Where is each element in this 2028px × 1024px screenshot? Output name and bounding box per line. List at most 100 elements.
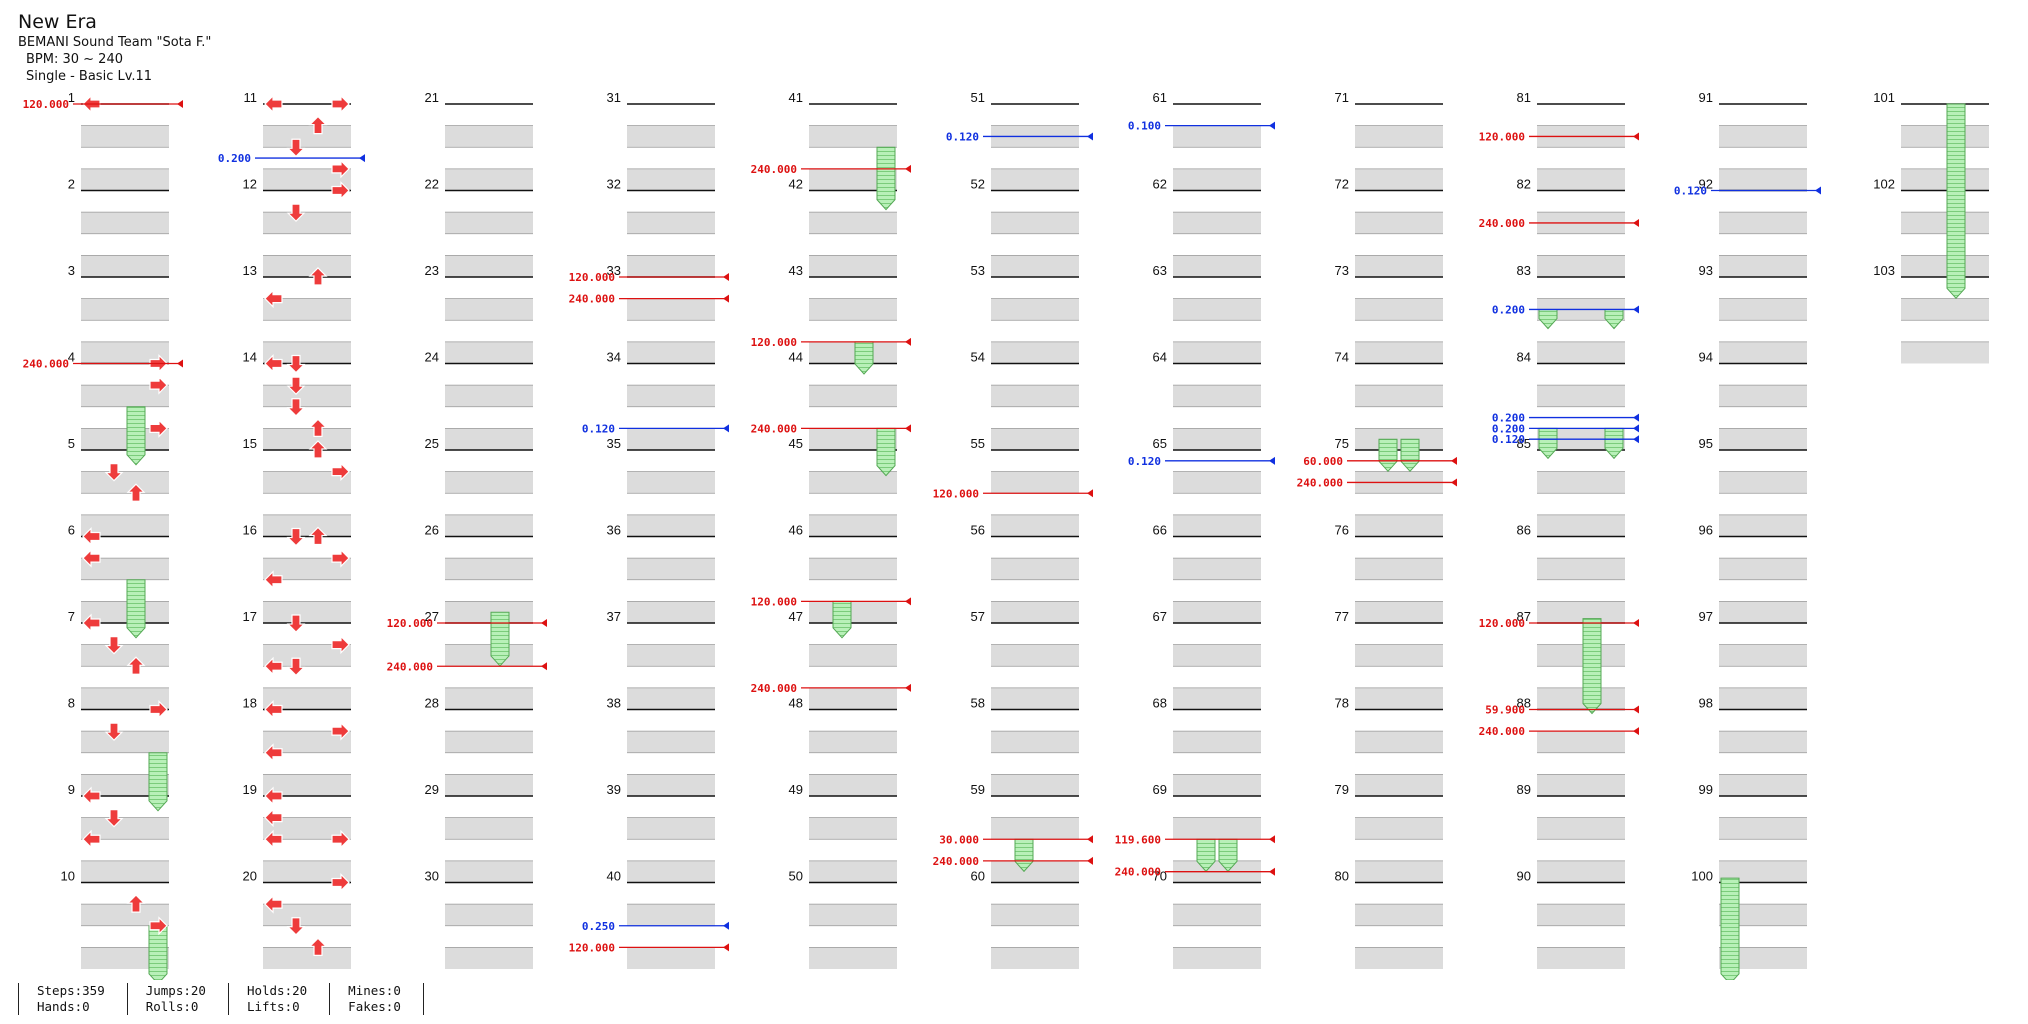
measure: 22 [425,177,533,277]
beat-shade [445,774,533,796]
measure-number: 54 [971,350,985,365]
beat-shade [1537,168,1625,191]
measure-number: 44 [789,350,803,365]
bpm-change-label: 120.000 [751,336,797,349]
measure-number: 21 [425,90,439,105]
measure-number: 13 [243,263,257,278]
bpm-change-label: 240.000 [1297,476,1343,489]
measure-number: 100 [1691,869,1713,884]
beat-shade [1173,514,1261,537]
beat-shade [445,168,533,191]
measure: 10 [61,869,169,969]
bpm-change-label: 240.000 [1479,217,1525,230]
stats-col-holds: Holds:20 Lifts:0 [227,983,329,1015]
measure: 53 [971,263,1079,364]
stop-tick [1269,456,1275,465]
step-arrow [126,894,146,913]
beat-shade [1901,341,1989,364]
step-arrow [331,159,350,179]
measure-column: 41 42 43 44 45 46 47 48 49 50 [789,90,897,969]
step-arrow [149,916,168,936]
bpm-change: 120.000 [1479,130,1639,143]
measure: 55 [971,436,1079,537]
stop-tick [1269,121,1275,130]
beat-shade [991,385,1079,407]
stop-label: 0.200 [1492,422,1525,435]
measure: 96 [1699,523,1807,623]
measure: 57 [971,609,1079,710]
beat-shade [627,168,715,191]
beat-shade [263,298,351,321]
measure-number: 53 [971,263,985,278]
bpm-change-tick [1087,835,1093,844]
hold-note [1604,308,1624,330]
beat-shade [991,687,1079,710]
measure: 18 [243,696,351,796]
measure-number: 30 [425,869,439,884]
hold-note [876,427,896,477]
beat-shade [263,212,351,234]
measure-column: 101 102 103 [1873,90,1989,364]
beat-shade [627,212,715,234]
measure-number: 22 [425,177,439,192]
step-arrow [126,656,146,675]
stop-label: 0.100 [1128,120,1161,133]
stop-tick [1633,435,1639,444]
measure: 11 [244,90,351,191]
hold-note [126,406,146,466]
measure-number: 1 [68,90,75,105]
bpm-change-label: 240.000 [387,660,433,673]
bpm-change-label: 240.000 [751,682,797,695]
step-chart: 1234567891011121314151617181920212223242… [23,90,1989,980]
measure-number: 43 [789,263,803,278]
bpm-change-tick [723,294,729,303]
step-arrow [126,483,146,502]
hold-note [1604,427,1624,460]
bpm-change-tick [1633,619,1639,627]
beat-shade [809,212,897,234]
beat-shade [1355,601,1443,623]
step-arrow [264,656,283,676]
beat-shade [627,558,715,580]
measure-number: 87 [1517,609,1531,624]
beat-shade [1719,471,1807,494]
stop-label: 0.120 [1674,185,1707,198]
beat-shade [1537,731,1625,753]
beat-shade [1537,687,1625,710]
stat-mines: Mines:0 [348,983,401,998]
measure: 68 [1153,696,1261,796]
beat-shade [1901,125,1989,148]
beat-shade [1355,428,1443,450]
beat-shade [991,558,1079,580]
hold-note [1378,438,1398,473]
measure-number: 73 [1335,263,1349,278]
measure-number: 42 [789,177,803,192]
beat-shade [81,428,169,450]
measure-number: 67 [1153,609,1167,624]
measure: 32 [607,177,715,277]
beat-shade [1173,385,1261,407]
step-arrow [331,462,350,482]
step-arrow [82,829,101,849]
hold-note [1400,438,1420,473]
bpm-change-label: 120.000 [569,271,615,284]
beat-shade [445,558,533,580]
beat-shade [1537,385,1625,407]
stop-tick [1815,186,1821,195]
hold-note [1538,427,1558,460]
stat-holds: Holds:20 [246,983,308,998]
stop-label: 0.120 [946,130,979,143]
beat-shade [263,471,351,494]
measure-number: 80 [1335,869,1349,884]
beat-shade [1173,125,1261,148]
beat-shade [627,298,715,321]
beat-shade [1537,601,1625,623]
beat-shade [81,731,169,753]
beat-shade [1173,731,1261,753]
bpm-change-tick [905,337,911,346]
hold-note [1946,103,1966,300]
step-arrow [82,786,101,806]
step-arrow [149,375,168,395]
beat-shade [445,514,533,537]
bpm-change-tick [177,359,183,368]
